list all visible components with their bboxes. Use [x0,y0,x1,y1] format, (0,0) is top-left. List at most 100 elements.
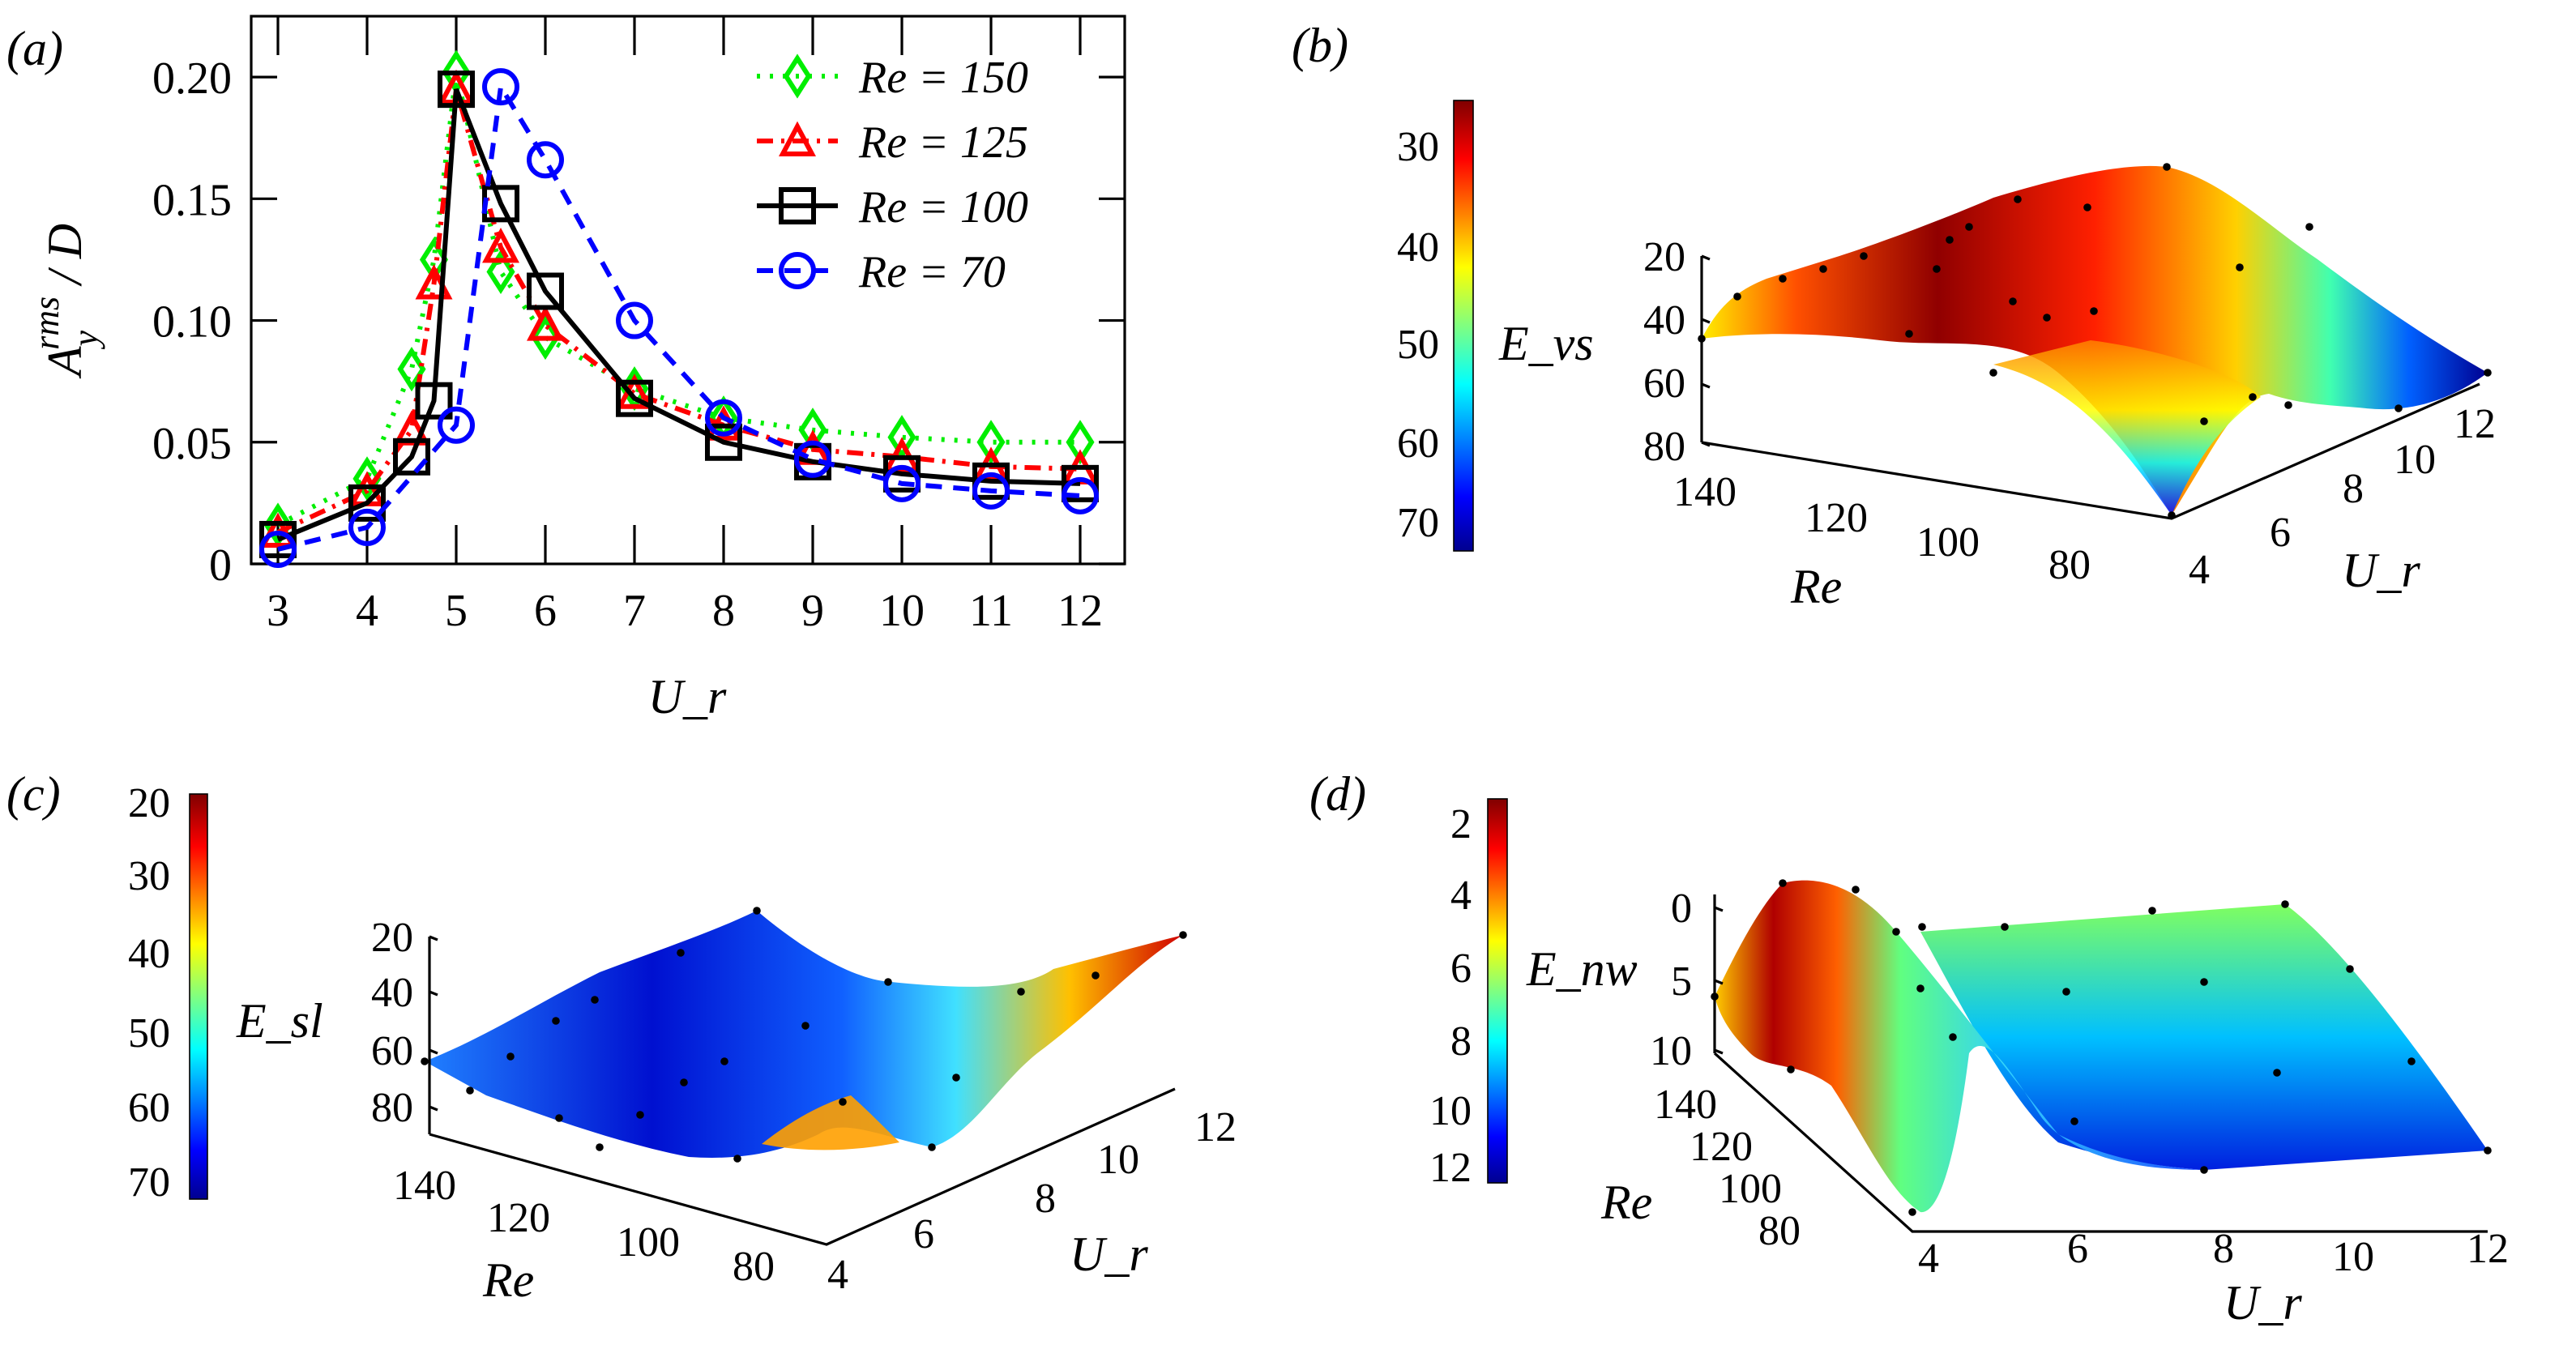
colorbar-tick-label: 50 [1397,322,1439,368]
data-point-circle [348,508,386,546]
sample-point [2001,923,2009,931]
sample-point [801,1022,810,1030]
ur-tick-label: 4 [2189,547,2210,593]
re-tick-label: 100 [1916,519,1980,566]
sample-point [2014,195,2022,203]
series-circle [259,68,1099,568]
colorbar-label-d: E_nw [1526,942,1638,996]
sample-point [2249,393,2257,401]
sample-point [1933,265,1941,273]
colorbar-ticks-d: 2 4 6 8 10 12 [1429,801,1472,1191]
colorbar-tick-label: 70 [1397,500,1439,546]
x-tick-label: 8 [712,586,735,636]
surface-d [1715,880,2204,1213]
ur-tick-label: 6 [2270,510,2291,556]
sample-point [884,978,892,986]
ur-label-c: U_r [1070,1227,1148,1281]
re-label-b: Re [1790,560,1842,613]
data-points-c [421,907,1187,1163]
sample-point [677,949,685,957]
legend-item: Re = 125 [757,117,1028,168]
sample-point [466,1086,474,1095]
sample-point [2200,1166,2208,1174]
z-tick-label: 20 [371,915,413,961]
sample-point [2281,900,2289,908]
ur-tick-label: 12 [1194,1104,1237,1150]
z-tick-label: 20 [1643,234,1685,280]
data-point-square [527,272,564,310]
re-tick-label: 120 [487,1195,550,1241]
sample-point [2083,203,2091,211]
data-point-square [972,462,1010,500]
colorbar-label-b: E_vs [1498,317,1594,370]
sample-point [552,1017,560,1025]
ur-tick-label: 12 [2467,1226,2509,1272]
legend-label: Re = 100 [858,182,1028,233]
plot-frame [250,15,1126,566]
data-point-circle [705,399,742,437]
colorbar-label-c: E_sl [236,994,323,1048]
sample-point [1908,1208,1916,1216]
y-tick-label: 0.10 [152,297,232,348]
z-axis-c [428,935,438,1134]
data-point-diamond [531,314,560,361]
y-tick-label: 0.05 [152,419,232,469]
ur-tick-label: 8 [2343,466,2364,512]
surface-b [1702,165,2488,515]
axis-ticks-c: 20 40 60 80 140 120 100 80 4 6 8 10 12 [371,915,1237,1298]
colorbar-tick-label: 20 [128,780,170,826]
sample-point [2070,1117,2078,1125]
series-line [277,79,1081,552]
colorbar-tick-label: 60 [128,1085,170,1131]
legend-label: Re = 70 [858,247,1006,297]
re-label-d: Re [1600,1176,1652,1229]
z-tick-label: 80 [371,1085,413,1131]
sample-point [2200,978,2208,986]
colorbar-tick-label: 4 [1450,873,1472,919]
z-tick-label: 10 [1650,1028,1692,1074]
re-tick-label: 80 [733,1244,775,1290]
sample-point [555,1114,563,1122]
data-points-d [1711,879,2492,1216]
re-tick-label: 80 [2048,542,2091,588]
ur-tick-label: 10 [1097,1137,1139,1183]
surface-b-lower [1993,340,2261,515]
sample-point [1860,252,1868,260]
x-tick-label: 12 [1057,586,1103,636]
ur-tick-label: 12 [2454,401,2496,447]
re-tick-label: 80 [1758,1208,1801,1254]
sample-point [2394,404,2403,412]
sample-point [2148,907,2156,915]
sample-point [1965,223,1973,231]
sample-point [928,1143,936,1151]
y-tick-label: 0.15 [152,175,232,225]
sample-point [952,1074,960,1082]
re-tick-label: 140 [1654,1082,1717,1128]
z-tick-label: 60 [1643,361,1685,407]
sample-point [2200,417,2208,425]
ur-tick-label: 8 [1035,1176,1056,1222]
sample-point [733,1155,741,1163]
sample-point [1779,275,1787,283]
ur-tick-label: 10 [2394,437,2436,483]
colorbar-tick-label: 60 [1397,420,1439,467]
legend: Re = 150 Re = 125 Re = 100 Re = 70 [757,53,1028,297]
data-point-square [348,484,386,522]
sample-point [2163,163,2171,171]
sample-point [753,907,761,915]
z-tick-label: 40 [371,970,413,1016]
colorbar-d [1487,798,1508,1184]
x-tick-label: 10 [879,586,925,636]
sample-point [1787,1065,1795,1074]
data-point-triangle [259,512,297,548]
sample-point [1091,971,1100,980]
sample-point [1179,931,1187,939]
ur-tick-label: 6 [2067,1226,2088,1272]
data-point-circle [883,464,921,502]
data-point-circle [616,301,653,339]
ur-tick-label: 4 [1918,1236,1939,1282]
sample-point [1949,1033,1957,1041]
sample-point [2484,1146,2492,1155]
re-tick-label: 100 [617,1219,680,1266]
